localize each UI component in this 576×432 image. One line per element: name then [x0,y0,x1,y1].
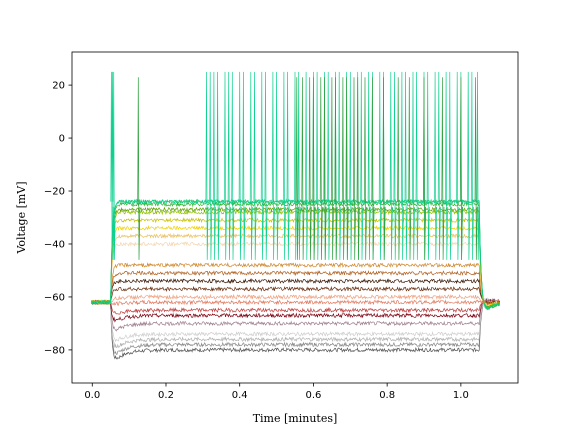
action-potential [305,71,309,260]
action-potential [415,71,419,260]
x-tick-label: 0.0 [84,390,100,401]
action-potential [404,71,408,260]
action-potential [301,77,305,260]
action-potential [212,71,216,260]
voltage-trace-9 [91,293,500,306]
action-potential [456,71,460,260]
action-potential [112,71,116,260]
voltage-trace-5 [91,298,500,332]
action-potential [349,71,353,260]
action-potential [434,71,438,260]
action-potential [286,71,290,260]
x-tick-label: 1.0 [453,390,469,401]
action-potential [378,71,382,260]
voltage-trace-13 [91,262,500,307]
y-tick-label: −40 [44,239,65,250]
action-potential [238,71,242,260]
x-axis: 0.0 0.2 0.4 0.6 0.8 1.0 [84,383,469,401]
action-potential [242,71,246,260]
action-potential [371,77,375,260]
voltage-trace-11 [91,278,500,306]
action-potential [360,71,364,260]
action-potential [470,71,474,260]
action-potential [459,77,463,260]
action-potential [341,77,345,260]
action-potential [367,71,371,260]
action-potential [308,77,312,260]
action-potential [137,77,141,260]
x-tick-label: 0.8 [379,390,395,401]
action-potential [319,77,323,260]
spike-train-2 [137,77,478,260]
y-tick-label: −80 [44,345,65,356]
voltage-trace-1 [91,297,500,360]
action-potential [294,71,297,260]
action-potential [334,77,338,260]
action-potential [389,71,393,260]
y-axis: −80 −60 −40 −20 0 20 [44,81,72,356]
action-potential [323,77,327,260]
action-potential [382,77,386,260]
action-potential [393,71,397,260]
action-potential [231,71,235,260]
action-potential [423,77,426,260]
action-potential [224,71,227,260]
action-potential [445,71,449,260]
action-potential [467,71,471,260]
action-potential [412,71,415,260]
action-potential [297,71,301,260]
x-tick-label: 0.2 [158,390,174,401]
action-potential [448,71,452,260]
action-potential [275,71,279,260]
action-potential [264,71,268,260]
action-potential [260,71,264,260]
action-potential [397,77,401,260]
x-tick-label: 0.6 [305,390,321,401]
action-potential [426,71,430,260]
action-potential [316,71,320,260]
action-potential [364,77,367,260]
y-tick-label: 20 [52,81,65,92]
action-potential [356,77,360,260]
voltage-trace-7 [91,299,500,315]
action-potential [353,77,356,260]
x-axis-label: Time [minutes] [253,412,338,425]
action-potential [345,77,349,260]
action-potential [227,71,231,260]
y-tick-label: 0 [59,134,65,145]
y-tick-label: −20 [44,187,65,198]
action-potential [476,71,480,260]
action-potential [282,71,286,260]
y-tick-label: −60 [44,292,65,303]
voltage-trace-3 [91,298,500,348]
action-potential [209,71,213,260]
action-potential [441,77,445,260]
action-potential [400,71,404,260]
action-potential [312,77,316,260]
action-potential [111,71,115,260]
action-potential [216,71,220,260]
voltage-trace-10 [91,285,500,306]
action-potential [271,71,275,260]
action-potential [327,71,331,260]
x-tick-label: 0.4 [232,390,248,401]
action-potential [253,71,257,260]
voltage-trace-2 [91,297,500,355]
action-potential [295,77,299,260]
action-potential [330,77,334,260]
voltage-trace-12 [91,270,500,307]
plot-frame [71,51,519,384]
voltage-trace-6 [91,298,500,323]
action-potential [408,77,412,260]
voltage-trace-8 [91,299,500,306]
y-axis-label: Voltage [mV] [15,181,28,254]
trace-layer [91,71,500,360]
action-potential [249,71,253,260]
action-potential [338,71,342,260]
voltage-trace-4 [91,298,500,343]
action-potential [474,77,478,260]
action-potential [437,71,441,260]
action-potential [205,71,209,260]
